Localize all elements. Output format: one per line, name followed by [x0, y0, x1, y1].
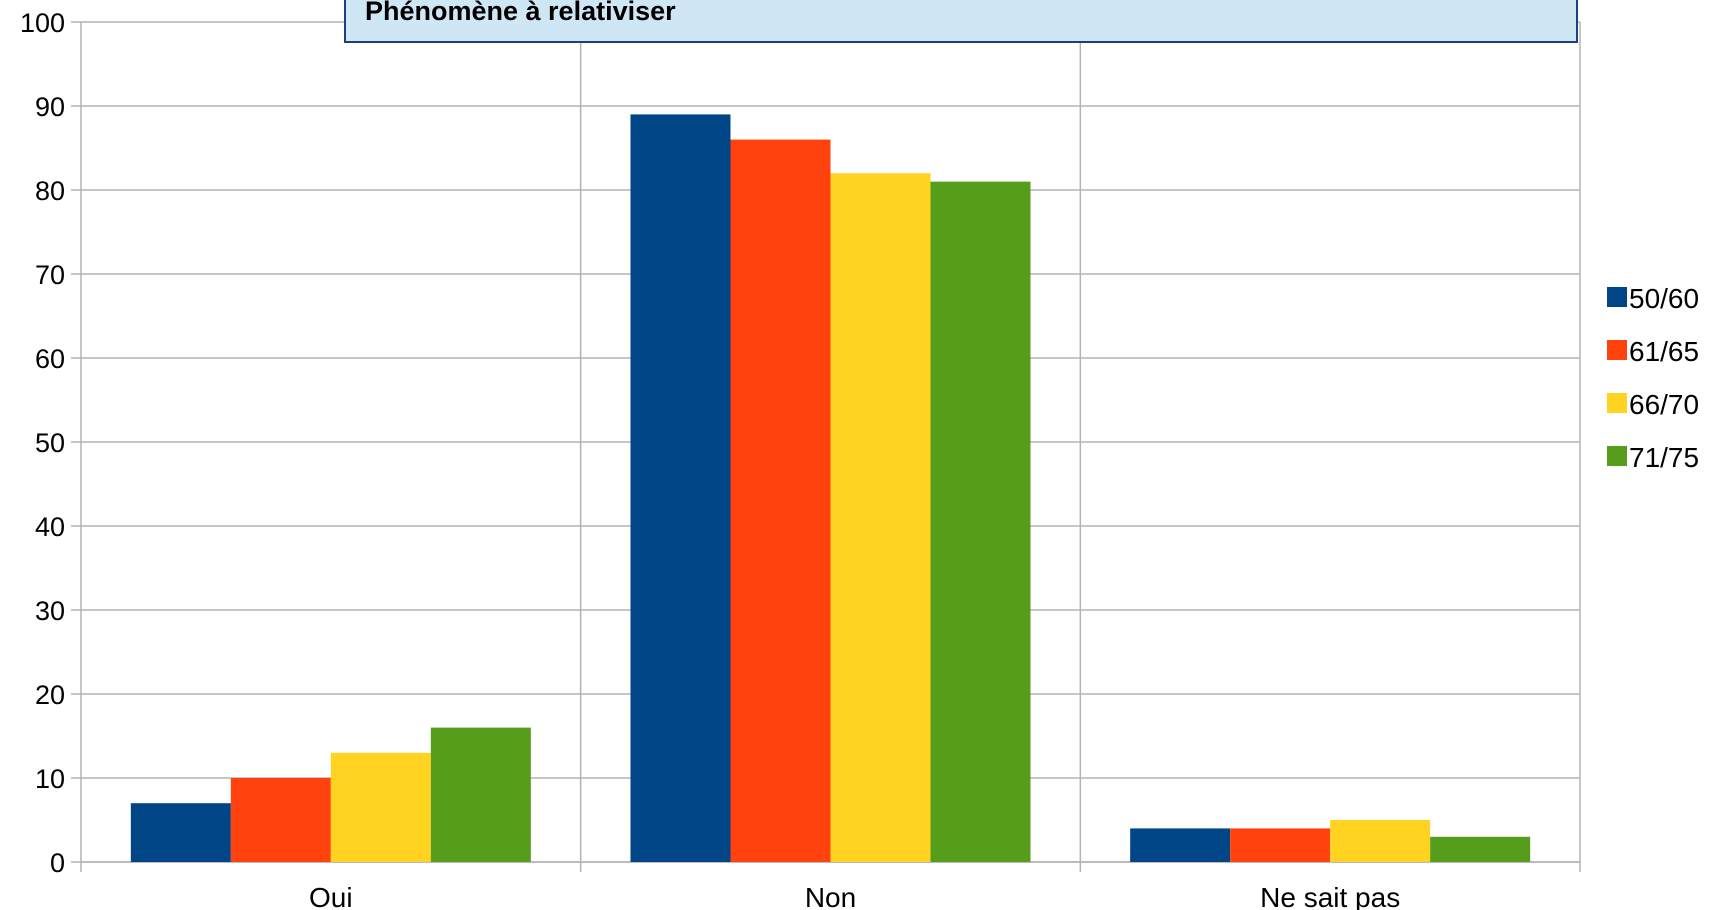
legend-swatch	[1607, 446, 1627, 466]
bars	[130, 114, 1531, 863]
bar-66-70-ne-sait-pas	[1330, 820, 1431, 862]
legend-label: 71/75	[1629, 442, 1699, 473]
bar-61-65-oui	[230, 778, 331, 862]
legend-label: 50/60	[1629, 283, 1699, 314]
legend-label: 61/65	[1629, 336, 1699, 367]
y-tick-label: 10	[35, 764, 65, 794]
bar-66-70-non	[830, 173, 931, 862]
y-tick-label: 20	[35, 680, 65, 710]
bar-71-75-ne-sait-pas	[1430, 836, 1531, 862]
bar-66-70-oui	[330, 752, 431, 862]
x-category-label: Oui	[309, 882, 353, 910]
annotation-box: Phénomène à relativiser	[344, 0, 1578, 43]
y-tick-label: 70	[35, 260, 65, 290]
bar-50-60-oui	[130, 803, 231, 862]
legend: 50/60 61/65 66/70 71/75	[1607, 283, 1699, 473]
y-tick-label: 30	[35, 596, 65, 626]
bar-61-65-non	[730, 139, 831, 863]
bar-50-60-ne-sait-pas	[1130, 828, 1231, 862]
legend-label: 66/70	[1629, 389, 1699, 420]
y-tick-labels: 0 10 20 30 40 50 60 70 80 90 100	[20, 8, 65, 878]
y-tick-label: 50	[35, 428, 65, 458]
x-category-labels: Oui Non Ne sait pas	[309, 882, 1400, 910]
legend-swatch	[1607, 340, 1627, 360]
bar-50-60-non	[630, 114, 731, 862]
y-tick-label: 60	[35, 344, 65, 374]
y-tick-label: 100	[20, 8, 65, 38]
legend-swatch	[1607, 287, 1627, 307]
bar-71-75-oui	[430, 727, 531, 862]
annotation-background	[344, 0, 1578, 43]
y-tick-label: 0	[50, 848, 65, 878]
bar-71-75-non	[930, 181, 1031, 863]
bar-61-65-ne-sait-pas	[1230, 828, 1331, 862]
legend-swatch	[1607, 393, 1627, 413]
y-tick-label: 40	[35, 512, 65, 542]
y-tick-label: 80	[35, 176, 65, 206]
x-category-label: Ne sait pas	[1260, 882, 1400, 910]
annotation-label: Phénomène à relativiser	[365, 0, 676, 26]
x-category-label: Non	[805, 882, 856, 910]
y-tick-label: 90	[35, 92, 65, 122]
